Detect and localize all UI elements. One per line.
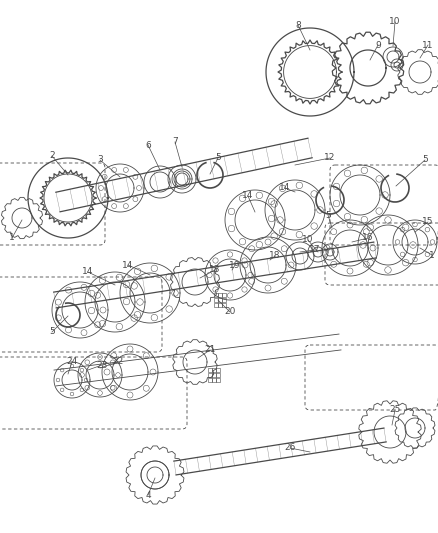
Bar [216,378,220,382]
Text: 13: 13 [209,265,221,274]
Text: 17: 17 [309,246,321,254]
Text: 26: 26 [284,443,296,453]
Text: 5: 5 [49,327,55,336]
Text: 16: 16 [362,233,374,243]
Text: 18: 18 [269,252,281,261]
Text: 4: 4 [145,490,151,499]
Text: 12: 12 [324,154,336,163]
Text: 14: 14 [82,268,94,277]
Text: 7: 7 [172,138,178,147]
Text: 24: 24 [67,358,78,367]
Text: 19: 19 [229,261,241,270]
Text: 23: 23 [96,360,108,369]
Bar [222,298,226,302]
Text: 22: 22 [113,358,124,367]
Text: 14: 14 [242,191,254,200]
Text: 15: 15 [422,217,434,227]
Text: 5: 5 [422,156,428,165]
Text: 5: 5 [325,211,331,220]
Bar [216,373,220,377]
Bar [218,298,222,302]
Bar [214,293,218,297]
Text: 9: 9 [375,41,381,50]
Bar [214,303,218,307]
Bar [208,368,212,372]
Text: 14: 14 [279,183,291,192]
Text: 3: 3 [97,156,103,165]
Bar [212,368,216,372]
Bar [218,303,222,307]
Text: 10: 10 [389,18,401,27]
Bar [212,373,216,377]
Bar [212,378,216,382]
Text: 11: 11 [422,41,434,50]
Text: 1: 1 [9,233,15,243]
Bar [222,293,226,297]
Text: 21: 21 [204,345,215,354]
Text: 20: 20 [224,308,236,317]
Text: 5: 5 [215,154,221,163]
Text: 2: 2 [49,151,55,160]
Bar [208,378,212,382]
Text: 1: 1 [429,251,435,260]
Bar [218,293,222,297]
Text: 25: 25 [389,406,401,415]
Text: 6: 6 [145,141,151,149]
Bar [216,368,220,372]
Text: 10: 10 [302,236,314,245]
Bar [208,373,212,377]
Text: 14: 14 [122,261,134,270]
Text: 8: 8 [295,20,301,29]
Bar [222,303,226,307]
Bar [214,298,218,302]
